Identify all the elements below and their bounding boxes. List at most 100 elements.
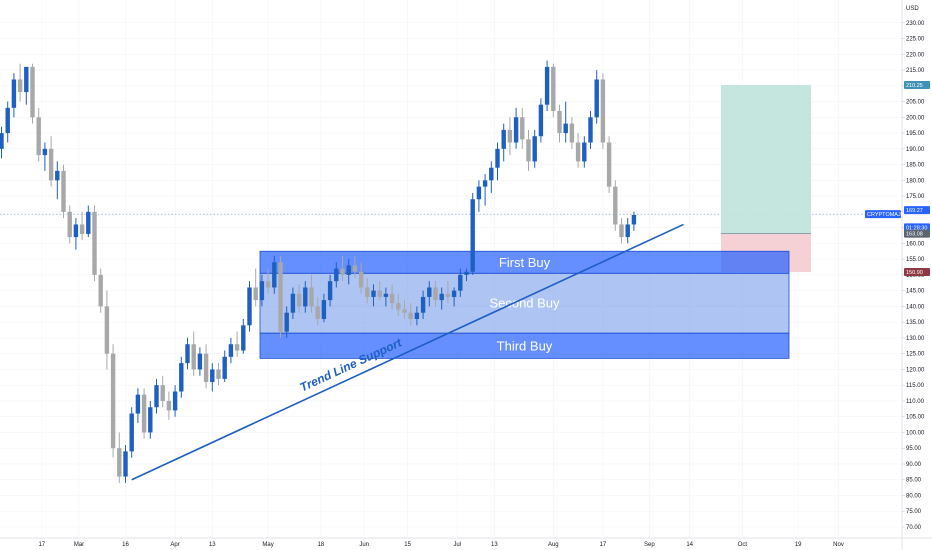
x-tick-label: 17 xyxy=(600,542,607,548)
x-tick-label: 16 xyxy=(122,542,129,548)
buy-zone[interactable] xyxy=(259,332,790,359)
time-axis[interactable]: 17 Mar 16 Apr 13 May 18 Jun 15 Jul 13 Aug 17 Sep 14 Oct… xyxy=(0,537,932,548)
candle-body xyxy=(358,271,364,288)
candle-body xyxy=(129,413,134,452)
candle-body xyxy=(389,293,395,304)
candle-body xyxy=(482,180,488,187)
candle-body xyxy=(67,211,72,238)
candle-body xyxy=(365,287,370,297)
buy-zones[interactable]: First Buy Second Buy Third Buy xyxy=(259,250,790,359)
candle-body xyxy=(420,296,426,313)
candle-body xyxy=(86,211,91,234)
y-tick-label: 160.00 xyxy=(906,241,925,247)
candle-body xyxy=(79,224,85,234)
candle-body xyxy=(501,129,506,149)
candle-body xyxy=(234,344,240,351)
trendline[interactable] xyxy=(131,223,684,481)
candle-body xyxy=(489,167,494,181)
y-tick-label: 230.00 xyxy=(906,21,925,27)
y-tick-label: 95.00 xyxy=(906,446,922,452)
candle-body xyxy=(408,312,413,319)
candle-body xyxy=(557,111,562,134)
candle-body xyxy=(315,306,320,319)
buy-zone-label: First Buy xyxy=(499,255,551,270)
candle-body xyxy=(135,394,141,414)
candle-body xyxy=(228,344,234,357)
candle-body xyxy=(619,224,624,238)
candle-body xyxy=(265,281,271,288)
candle-body xyxy=(272,262,277,288)
candle-body xyxy=(427,287,432,297)
candle-body xyxy=(98,274,103,307)
candle-body xyxy=(544,66,550,105)
x-tick-label: Aug xyxy=(548,542,559,548)
y-tick-label: 175.00 xyxy=(906,194,925,200)
buy-zone[interactable] xyxy=(259,272,790,334)
x-tick-label: Mar xyxy=(74,542,84,548)
candle-body xyxy=(458,274,463,291)
candle-body xyxy=(117,448,122,477)
candle-body xyxy=(30,66,35,118)
y-tick-label: 145.00 xyxy=(906,289,925,295)
candle-body xyxy=(253,287,258,301)
price-tag xyxy=(904,206,930,215)
candle-body xyxy=(495,148,500,168)
candle-body xyxy=(476,186,482,200)
candle-body xyxy=(73,224,79,238)
candlestick-series xyxy=(0,60,637,483)
y-tick-label: 190.00 xyxy=(906,147,925,153)
price-tag-label: 169.27 xyxy=(906,208,923,214)
candle-body xyxy=(24,66,29,93)
y-tick-label: 80.00 xyxy=(906,493,922,499)
candle-body xyxy=(17,79,23,93)
candle-body xyxy=(278,262,283,332)
candle-body xyxy=(0,133,4,149)
candle-body xyxy=(11,79,17,108)
candle-body xyxy=(631,215,637,225)
y-tick-label: 70.00 xyxy=(906,525,922,531)
x-tick-label: 18 xyxy=(317,542,324,548)
candle-body xyxy=(538,104,544,137)
price-tag-label: 210.25 xyxy=(906,83,923,89)
candle-body xyxy=(526,139,531,162)
candle-body xyxy=(327,281,333,301)
price-tag-label: 150.90 xyxy=(906,270,923,276)
candle-body xyxy=(346,265,351,275)
candle-body xyxy=(185,344,190,364)
target-zone[interactable] xyxy=(721,85,811,234)
candle-body xyxy=(588,117,593,143)
candle-body xyxy=(61,170,66,212)
y-tick-label: 215.00 xyxy=(906,68,925,74)
candle-body xyxy=(606,142,612,187)
currency-label: USD xyxy=(906,6,919,12)
candle-body xyxy=(148,407,153,433)
y-tick-label: 220.00 xyxy=(906,52,925,58)
price-axis[interactable]: USD 70.00 75.00 80.00 85.00 90.00 95.00 100.00 1… xyxy=(901,0,925,550)
x-tick-label: Sep xyxy=(644,542,655,548)
long-position-tool[interactable] xyxy=(721,85,811,273)
y-tick-label: 195.00 xyxy=(906,131,925,137)
candle-body xyxy=(383,293,389,297)
candle-body xyxy=(520,117,525,140)
y-tick-label: 75.00 xyxy=(906,509,922,515)
price-tag-label: CRYPTOMAJOR xyxy=(867,212,909,218)
candle-body xyxy=(296,293,302,307)
candle-body xyxy=(247,287,252,326)
candle-body xyxy=(48,148,54,181)
candle-body xyxy=(551,66,556,111)
candle-body xyxy=(396,303,401,310)
candle-body xyxy=(210,369,215,383)
candle-body xyxy=(507,129,513,143)
y-tick-label: 205.00 xyxy=(906,100,925,106)
candle-body xyxy=(464,271,469,275)
candle-body xyxy=(172,391,178,411)
x-tick-label: 19 xyxy=(795,542,802,548)
candle-body xyxy=(241,325,246,351)
y-tick-label: 180.00 xyxy=(906,178,925,184)
x-tick-label: 13 xyxy=(491,542,498,548)
candle-body xyxy=(563,123,568,134)
candle-body xyxy=(42,148,48,156)
y-tick-label: 185.00 xyxy=(906,163,925,169)
x-tick-label: Jun xyxy=(359,542,369,548)
